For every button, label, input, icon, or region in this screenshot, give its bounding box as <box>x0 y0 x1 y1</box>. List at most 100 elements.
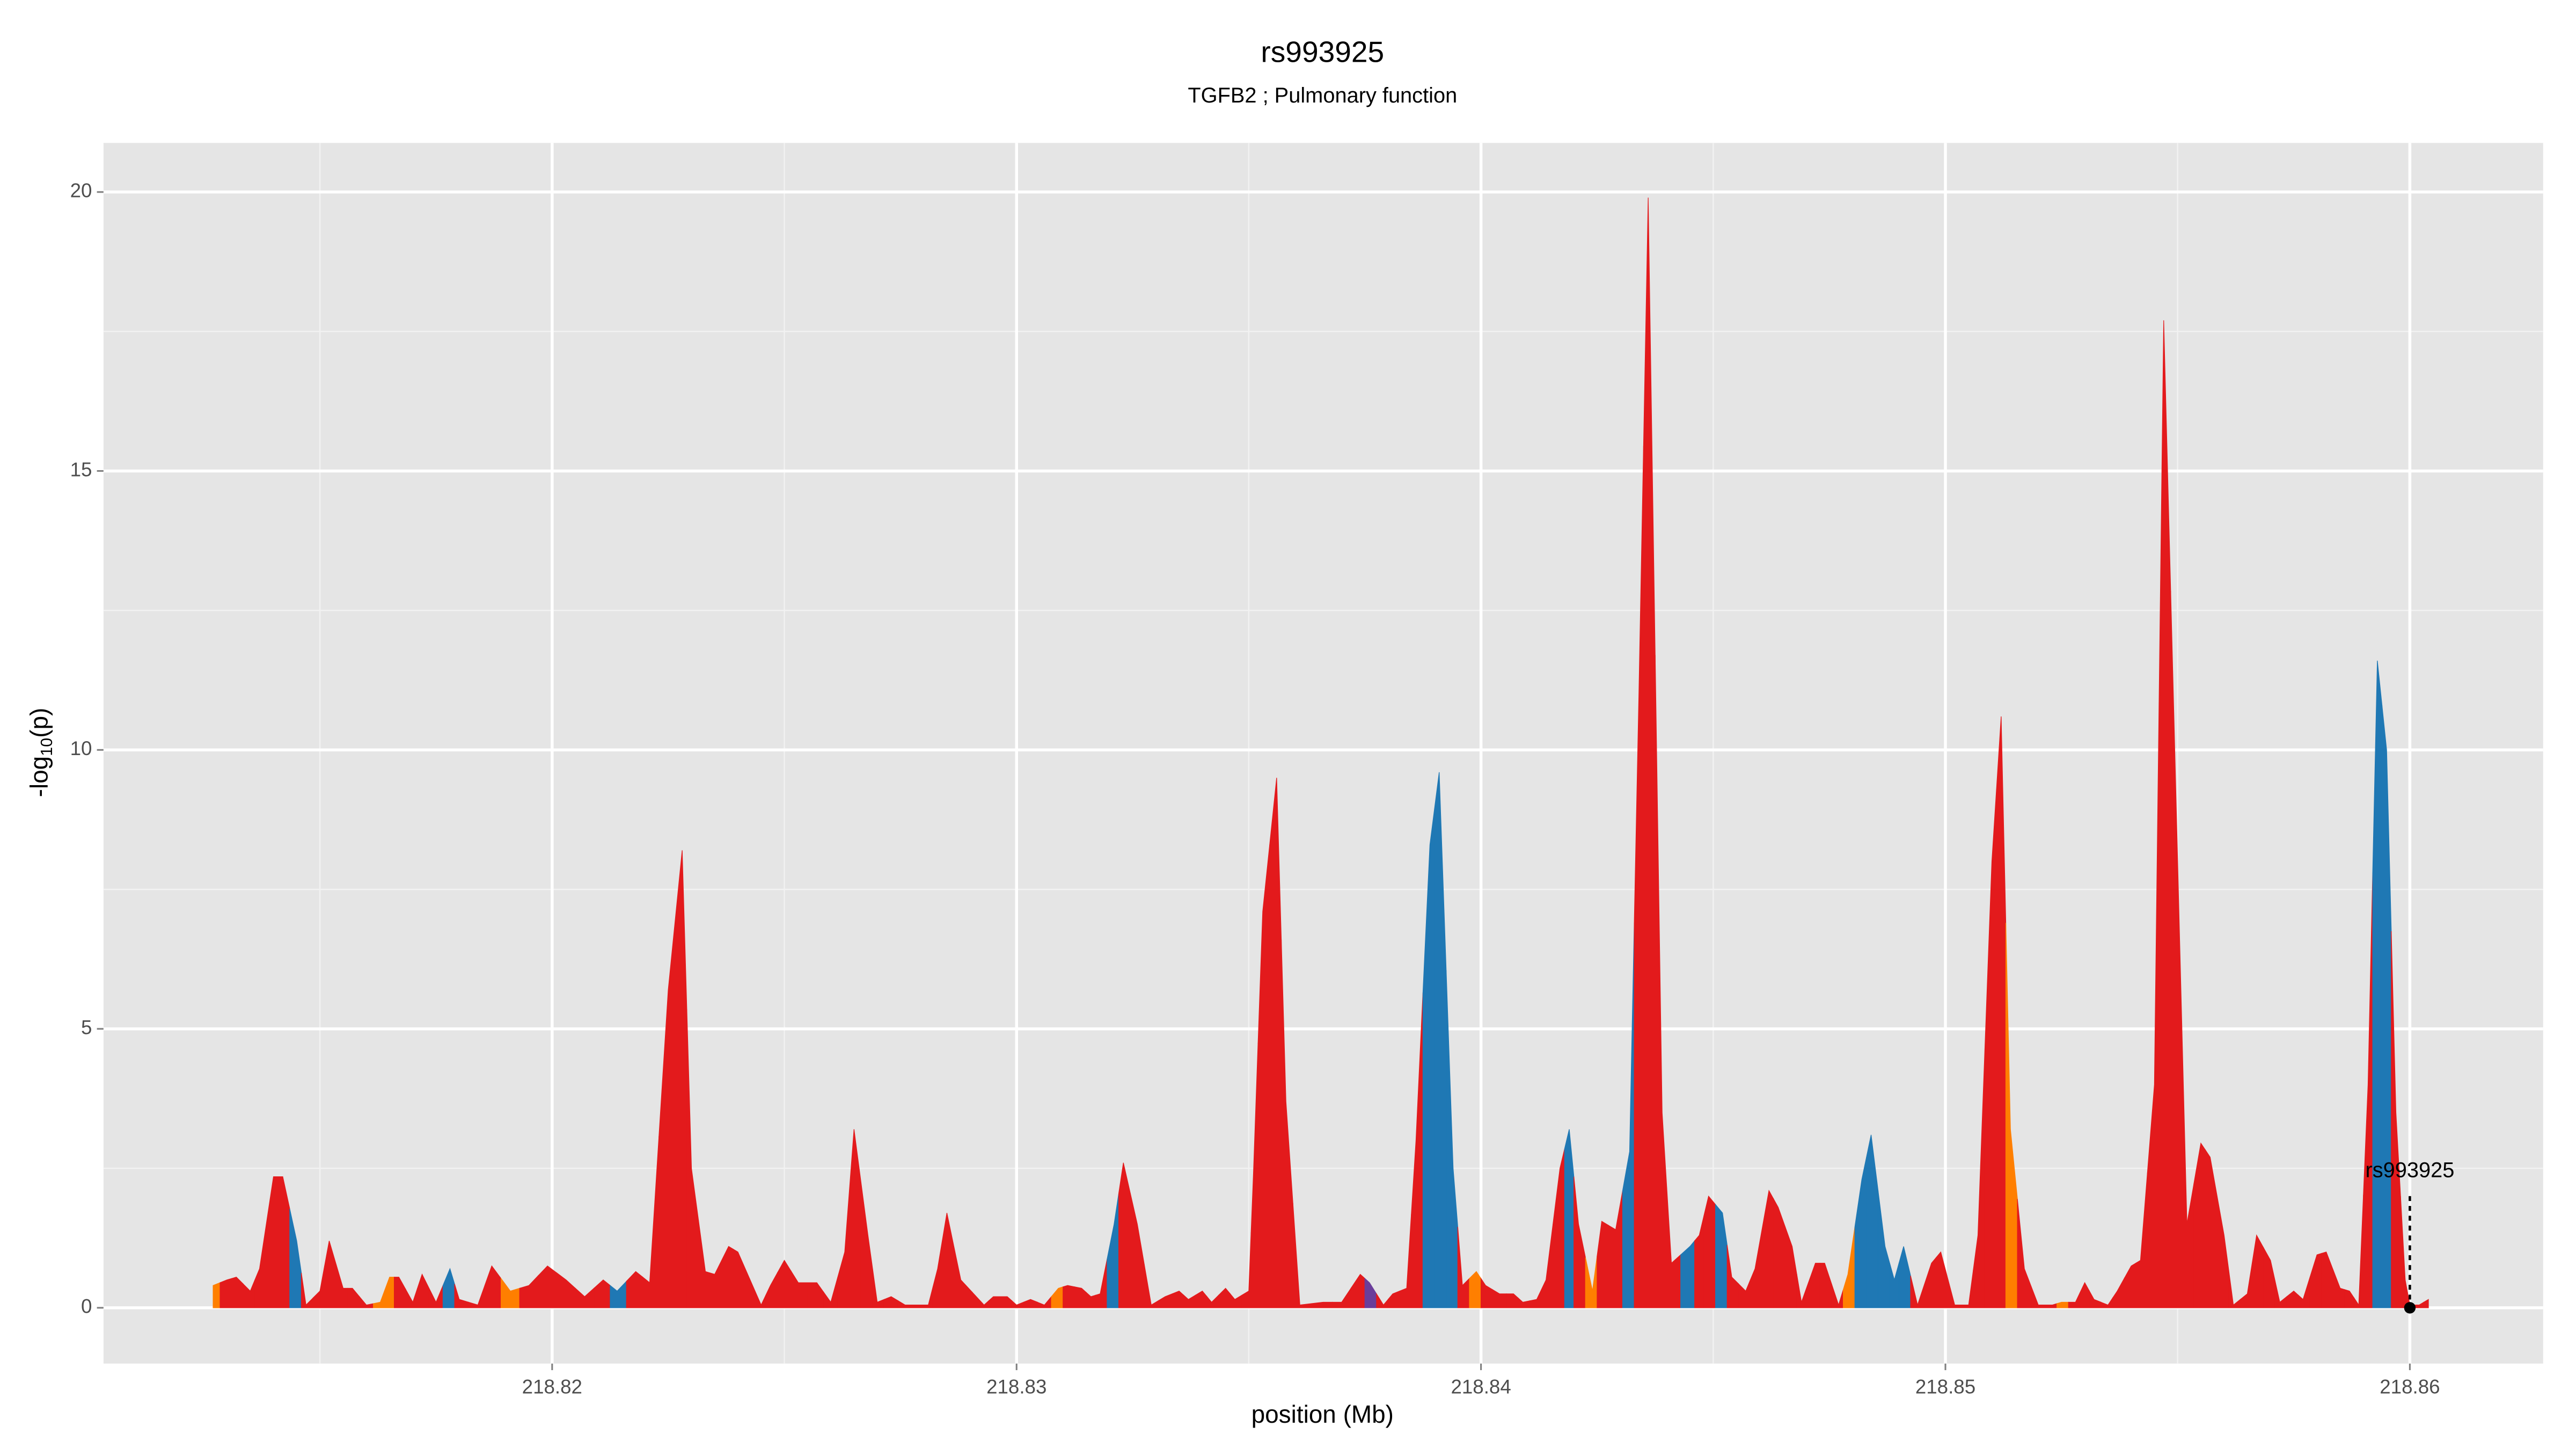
area-segment <box>347 1287 360 1308</box>
area-segment <box>468 1285 485 1308</box>
area-segment <box>2251 1234 2264 1308</box>
area-segment <box>1936 1251 1948 1308</box>
area-segment <box>1819 1263 1832 1308</box>
area-segment <box>2363 873 2373 1308</box>
area-segment <box>1107 1193 1119 1308</box>
area-segment <box>1446 970 1458 1308</box>
annotation-label: rs993925 <box>2365 1158 2454 1182</box>
area-segment <box>1280 939 1293 1308</box>
area-segment <box>2147 702 2160 1308</box>
area-segment <box>1634 445 1644 1308</box>
area-segment <box>1680 1240 1695 1308</box>
y-tick-label: 10 <box>70 737 92 759</box>
area-segment <box>626 1271 643 1308</box>
area-segment <box>2205 1149 2218 1308</box>
area-segment <box>1257 844 1270 1308</box>
area-segment <box>749 1278 766 1308</box>
area-segment <box>1172 1290 1184 1308</box>
area-segment <box>442 1268 455 1308</box>
area-segment <box>417 1273 430 1308</box>
area-segment <box>2017 1199 2032 1308</box>
area-segment <box>2005 923 2018 1308</box>
area-segment <box>1715 1203 1728 1308</box>
area-segment <box>2057 1301 2069 1308</box>
area-segment <box>1924 1256 1937 1308</box>
area-segment <box>610 1280 627 1308</box>
area-segment <box>658 920 676 1308</box>
area-segment <box>1364 1277 1377 1308</box>
area-segment <box>837 1190 850 1308</box>
area-segment <box>1332 1287 1351 1308</box>
area-segment <box>2124 1262 2136 1308</box>
area-segment <box>2089 1290 2102 1308</box>
area-segment <box>791 1270 808 1308</box>
area-segment <box>2158 320 2171 1308</box>
area-segment <box>1411 992 1424 1308</box>
area-segment <box>2391 931 2401 1308</box>
area-segment <box>1984 789 1997 1308</box>
y-tick-label: 20 <box>70 180 92 202</box>
area-segment <box>1350 1274 1365 1308</box>
area-segment <box>823 1277 838 1308</box>
area-segment <box>777 1260 792 1308</box>
y-axis-label: -log10(p) <box>25 708 56 797</box>
x-tick-label: 218.86 <box>2380 1375 2440 1397</box>
area-segment <box>1492 1289 1507 1308</box>
area-segment <box>709 1260 722 1308</box>
area-segment <box>916 1286 934 1308</box>
area-segment <box>266 1176 279 1308</box>
y-tick-label: 0 <box>81 1296 92 1318</box>
area-segment <box>254 1223 267 1308</box>
area-segment <box>1622 923 1635 1308</box>
annotation-point <box>2404 1302 2416 1314</box>
area-segment <box>1738 1279 1751 1308</box>
area-segment <box>1230 1293 1242 1308</box>
area-segment <box>1241 1232 1252 1308</box>
area-segment <box>277 1176 290 1308</box>
area-segment <box>1564 1129 1575 1308</box>
area-segment <box>1434 772 1447 1308</box>
area-segment <box>1095 1258 1108 1308</box>
area-segment <box>1250 1043 1258 1308</box>
area-segment <box>1608 1190 1623 1308</box>
area-segment <box>2309 1253 2322 1308</box>
area-segment <box>1457 1227 1470 1308</box>
area-segment <box>1574 1176 1586 1308</box>
area-segment <box>883 1296 899 1308</box>
area-segment <box>301 1272 313 1308</box>
area-segment <box>942 1213 955 1308</box>
area-segment <box>1023 1299 1038 1308</box>
area-segment <box>765 1271 778 1308</box>
area-segment <box>1750 1230 1762 1308</box>
area-segment <box>686 1009 699 1308</box>
x-tick-label: 218.82 <box>522 1375 582 1397</box>
y-label-part: -log <box>25 756 53 797</box>
area-segment <box>1311 1301 1333 1308</box>
area-segment <box>393 1277 406 1308</box>
x-tick-label: 218.84 <box>1451 1375 1511 1397</box>
area-segment <box>807 1282 824 1308</box>
area-segment <box>2135 1172 2148 1308</box>
area-segment <box>1218 1287 1231 1308</box>
area-segment <box>289 1209 302 1308</box>
area-segment <box>1292 1203 1312 1308</box>
area-segment <box>2182 1043 2194 1308</box>
area-segment <box>2045 1303 2058 1308</box>
area-segment <box>1694 1216 1704 1308</box>
area-segment <box>1130 1193 1145 1308</box>
y-tick-label: 5 <box>81 1016 92 1038</box>
area-segment <box>2298 1277 2310 1308</box>
area-segment <box>1585 1256 1598 1308</box>
area-segment <box>2263 1246 2276 1308</box>
area-segment <box>1541 1224 1554 1308</box>
area-segment <box>2353 1195 2364 1308</box>
area-segment <box>1206 1294 1219 1308</box>
area-segment <box>2344 1289 2355 1308</box>
area-segment <box>2240 1264 2252 1308</box>
area-segment <box>1086 1291 1096 1308</box>
area-segment <box>384 1277 395 1308</box>
area-segment <box>405 1288 418 1308</box>
area-segment <box>484 1265 502 1308</box>
area-segment <box>1910 1275 1925 1308</box>
y-label-part: (p) <box>25 708 53 738</box>
